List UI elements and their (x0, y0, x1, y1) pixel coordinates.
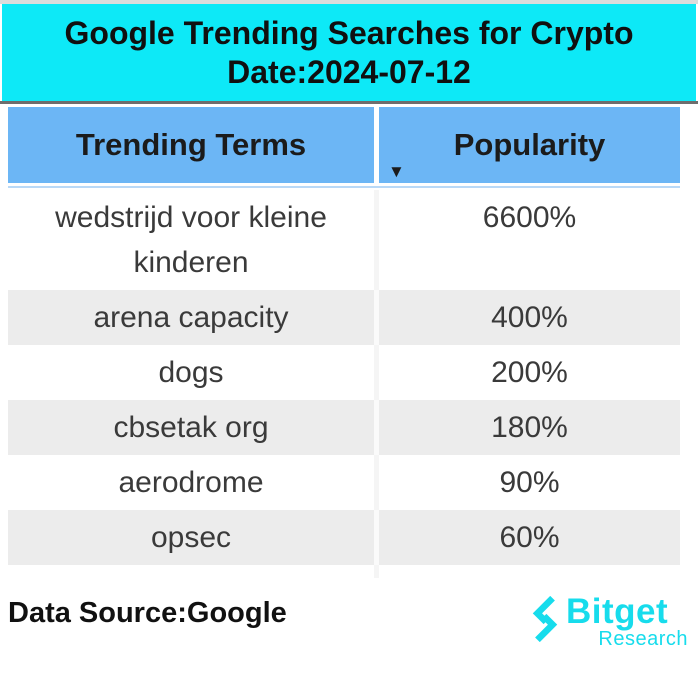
popularity-label: Popularity (453, 127, 606, 162)
trending-term-cell: cbsetak org (8, 400, 374, 455)
banner-bottom-border (0, 101, 698, 104)
trending-term-cell (8, 565, 374, 578)
table-row: opsec 60% (8, 510, 680, 565)
table-row-cutoff (8, 565, 680, 578)
popularity-cell: 60% (379, 510, 680, 565)
column-divider (374, 290, 379, 345)
column-divider (374, 565, 379, 578)
column-header-popularity: Popularity ▼ (379, 107, 680, 183)
title-banner: Google Trending Searches for Crypto Date… (2, 4, 696, 101)
column-divider (374, 400, 379, 455)
sort-descending-icon[interactable]: ▼ (388, 162, 405, 181)
column-divider (374, 345, 379, 400)
table-row: cbsetak org 180% (8, 400, 680, 455)
research-wordmark: Research (598, 628, 688, 650)
trending-term-cell: wedstrijd voor kleine kinderen (8, 190, 374, 290)
table-header-row: Trending Terms Popularity ▼ (8, 107, 680, 183)
header-underline (8, 186, 680, 188)
header-column-gap (374, 107, 379, 183)
popularity-cell: 200% (379, 345, 680, 400)
page-title-line1: Google Trending Searches for Crypto (64, 15, 634, 51)
column-header-trending-terms: Trending Terms (8, 107, 374, 183)
bitget-logo-icon (528, 595, 562, 647)
table-row: wedstrijd voor kleine kinderen 6600% (8, 190, 680, 290)
page-title-line2: Date:2024-07-12 (227, 54, 471, 90)
popularity-cell: 6600% (379, 190, 680, 290)
column-divider (374, 455, 379, 510)
popularity-cell: 180% (379, 400, 680, 455)
bitget-wordmark: Bitget (566, 592, 669, 631)
bitget-research-logo: Bitget Research (522, 592, 690, 652)
trending-table: Trending Terms Popularity ▼ wedstrijd vo… (8, 107, 680, 578)
trending-term-cell: opsec (8, 510, 374, 565)
table-row: aerodrome 90% (8, 455, 680, 510)
top-border-strip (0, 0, 698, 4)
table-row: arena capacity 400% (8, 290, 680, 345)
popularity-cell: 400% (379, 290, 680, 345)
popularity-cell (379, 565, 680, 578)
trending-term-cell: aerodrome (8, 455, 374, 510)
trending-terms-label: Trending Terms (75, 127, 307, 162)
table-row: dogs 200% (8, 345, 680, 400)
column-divider (374, 510, 379, 565)
popularity-cell: 90% (379, 455, 680, 510)
trending-term-cell: dogs (8, 345, 374, 400)
column-divider (374, 190, 379, 290)
data-source-label: Data Source:Google (8, 597, 287, 629)
trending-term-cell: arena capacity (8, 290, 374, 345)
